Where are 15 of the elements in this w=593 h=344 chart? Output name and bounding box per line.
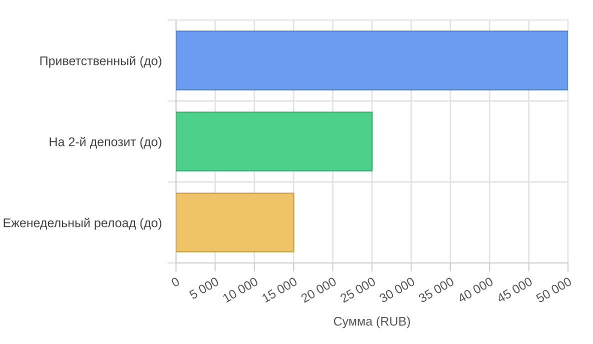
x-tick-label: 40 000 xyxy=(456,276,494,304)
x-tick-label: 35 000 xyxy=(418,276,455,304)
x-tick-label: 10 000 xyxy=(222,276,259,303)
y-tick-label: Приветственный (до) xyxy=(40,56,162,68)
x-tick-label: 15 000 xyxy=(261,276,298,303)
y-tick-label: На 2-й депозит (до) xyxy=(50,136,162,149)
x-axis-title: Сумма (RUB) xyxy=(334,316,410,328)
x-tick-label: 30 000 xyxy=(378,276,416,304)
x-tick-label: 20 000 xyxy=(300,276,337,303)
x-tick-label: 50 000 xyxy=(535,276,572,304)
x-tick-label: 45 000 xyxy=(496,276,533,304)
x-tick-label: 5 000 xyxy=(188,276,220,300)
y-tick-label: Еженедельный релоад (до) xyxy=(4,218,162,230)
x-tick-label: 0 xyxy=(170,276,180,288)
x-tick-label: 25 000 xyxy=(340,276,376,303)
